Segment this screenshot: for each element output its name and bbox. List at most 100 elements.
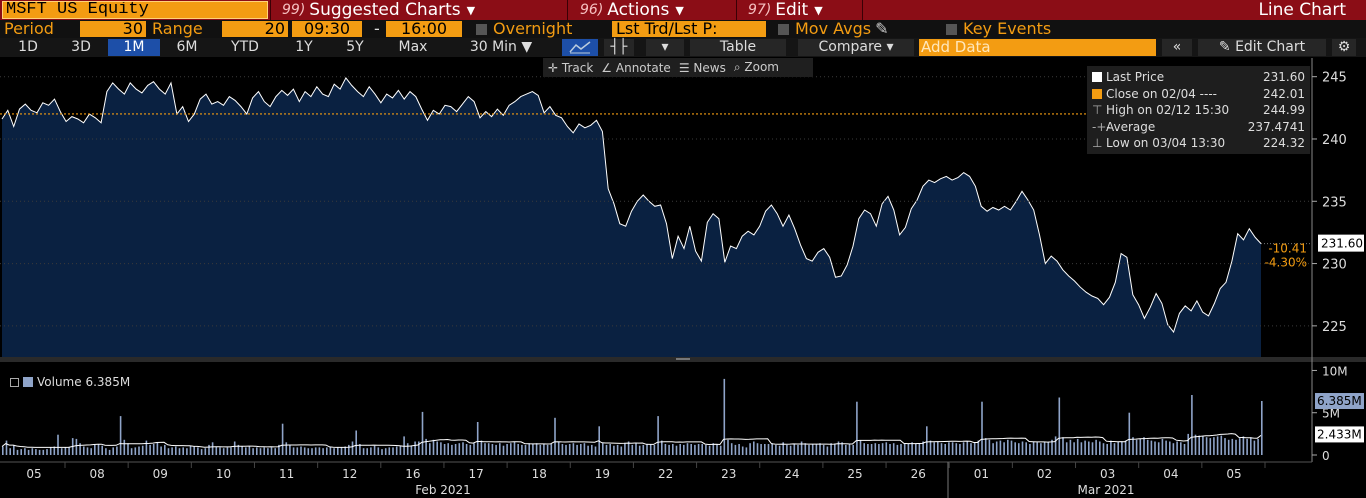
volume-bar <box>1088 441 1090 455</box>
volume-bar <box>307 448 310 455</box>
volume-bar <box>484 443 486 455</box>
legend-value: 224.32 <box>1263 136 1305 150</box>
legend-label: Last Price <box>1106 70 1165 84</box>
line-chart-icon[interactable] <box>562 39 598 56</box>
pencil-icon[interactable]: ✎ <box>875 19 889 38</box>
x-tick-label: 10 <box>216 467 231 481</box>
volume-bar <box>399 445 402 455</box>
volume-bar <box>1146 439 1149 455</box>
key-events-checkbox[interactable]: Key Events <box>946 21 1051 37</box>
volume-bar <box>690 444 692 455</box>
legend-item-high[interactable]: ⊤ High on 02/12 15:30 244.99 <box>1092 102 1305 119</box>
period-1d-button[interactable]: 1D <box>18 39 38 55</box>
price-legend: Last Price 231.60 Close on 02/04 ---- 242.… <box>1087 66 1310 154</box>
period-1y-button[interactable]: 1Y <box>295 39 313 55</box>
table-button[interactable]: Table <box>690 39 786 56</box>
suggested-charts-menu[interactable]: 99) Suggested Charts ▼ <box>282 0 475 20</box>
period-3d-button[interactable]: 3D <box>71 39 91 55</box>
end-time-field[interactable]: 16:00 <box>386 21 462 37</box>
volume-bar <box>745 447 748 455</box>
add-data-input[interactable]: Add Data <box>919 39 1156 56</box>
volume-bar <box>267 448 269 455</box>
volume-bar <box>1036 442 1038 455</box>
volume-bar <box>948 442 950 455</box>
volume-bar <box>506 444 508 455</box>
volume-bar <box>454 444 457 455</box>
period-6m-button[interactable]: 6M <box>176 39 198 55</box>
magnifier-icon: ⌕ <box>733 60 741 74</box>
period-field[interactable]: 30 <box>80 21 146 37</box>
legend-item-low[interactable]: ⊥ Low on 03/04 13:30 224.32 <box>1092 135 1305 152</box>
last-trade-dropdown[interactable]: Lst Trd/Lst P: <box>612 21 766 37</box>
volume-bar <box>1043 441 1046 455</box>
legend-value: 231.60 <box>1263 70 1305 84</box>
volume-bar <box>83 446 85 455</box>
mov-avgs-checkbox[interactable]: Mov Avgs ✎ <box>778 21 889 37</box>
volume-bar <box>1257 438 1259 455</box>
volume-bar <box>668 444 670 455</box>
volume-bar <box>992 443 994 455</box>
volume-bar <box>778 445 781 455</box>
legend-item-close[interactable]: Close on 02/04 ---- 242.01 <box>1092 86 1305 103</box>
zoom-tool[interactable]: ⌕ Zoom <box>734 60 779 75</box>
volume-bar <box>1021 441 1024 455</box>
mov-avgs-label: Mov Avgs <box>795 19 872 38</box>
resize-handle-icon[interactable] <box>676 358 690 360</box>
volume-bar <box>289 444 291 455</box>
x-tick-label: 02 <box>1037 467 1052 481</box>
volume-bar <box>1191 395 1193 455</box>
period-1m-button[interactable]: 1M <box>108 39 160 56</box>
period-5y-button[interactable]: 5Y <box>346 39 364 55</box>
volume-bar <box>1216 436 1219 455</box>
volume-bar <box>653 444 656 455</box>
gear-icon[interactable]: ⚙ <box>1332 39 1356 56</box>
chart-style-dropdown[interactable]: ▾ <box>646 39 684 56</box>
volume-bar <box>329 446 332 455</box>
volume-bar <box>1198 435 1200 455</box>
volume-bar <box>826 446 829 455</box>
menu-number: 99) <box>282 2 306 18</box>
interval-label: 30 Min <box>469 39 517 55</box>
legend-value: 237.4741 <box>1247 119 1305 134</box>
bar-chart-icon[interactable]: ┤├ <box>604 39 634 56</box>
period-max-button[interactable]: Max <box>398 39 428 55</box>
range-field[interactable]: 20 <box>222 21 288 37</box>
volume-bar <box>248 446 251 455</box>
price-volume-chart[interactable]: 245240235230225231.60-10.41-4.30%10M5M06… <box>0 57 1366 498</box>
news-tool[interactable]: ☰ News <box>679 61 726 75</box>
volume-bar <box>75 438 78 455</box>
interval-dropdown[interactable]: 30 Min ▼ <box>448 39 554 56</box>
annotate-tool[interactable]: ∠ Annotate <box>601 61 671 75</box>
ticker-input[interactable]: MSFT US Equity <box>2 1 268 19</box>
volume-bar <box>491 444 494 455</box>
volume-bar <box>13 444 15 455</box>
volume-bar <box>119 416 122 455</box>
volume-bar <box>421 411 424 455</box>
volume-bar <box>1054 436 1057 455</box>
edit-menu[interactable]: 97) Edit ▼ <box>748 0 823 20</box>
edit-chart-button[interactable]: ✎ Edit Chart <box>1198 39 1326 56</box>
compare-dropdown[interactable]: Compare ▾ <box>798 39 914 56</box>
volume-bar <box>664 444 667 455</box>
volume-bar <box>587 445 589 455</box>
x-tick-label: 19 <box>595 467 610 481</box>
volume-bar <box>1091 442 1094 455</box>
checkbox-icon <box>778 24 789 35</box>
actions-menu[interactable]: 96) Actions ▼ <box>580 0 684 20</box>
volume-bar <box>524 444 527 455</box>
volume-bar <box>1113 443 1116 455</box>
legend-item-last-price[interactable]: Last Price 231.60 <box>1092 69 1305 86</box>
track-tool[interactable]: ✛ Track <box>548 61 593 75</box>
volume-bar <box>620 446 623 455</box>
overnight-checkbox[interactable]: Overnight <box>476 21 572 37</box>
legend-item-average[interactable]: -+-Average 237.4741 <box>1092 119 1305 136</box>
volume-bar <box>462 442 464 455</box>
volume-bar <box>440 442 442 455</box>
volume-bar <box>591 444 593 455</box>
collapse-icon[interactable]: « <box>1162 39 1192 56</box>
volume-bar <box>392 447 394 455</box>
period-ytd-button[interactable]: YTD <box>231 39 259 55</box>
start-time-field[interactable]: 09:30 <box>292 21 362 37</box>
volume-legend[interactable]: Volume 6.385M <box>10 375 130 389</box>
volume-bar <box>856 401 858 455</box>
